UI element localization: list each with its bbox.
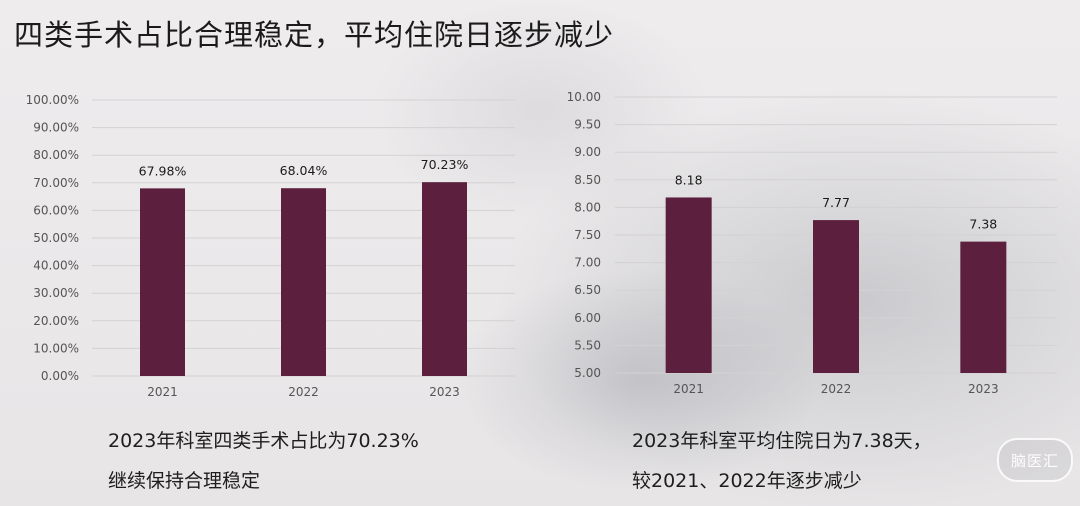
- logo-text: 脑医汇: [1010, 451, 1059, 470]
- y-tick-label: 0.00%: [41, 369, 79, 383]
- y-tick-label: 80.00%: [33, 148, 79, 162]
- x-tick-label: 2021: [673, 382, 704, 396]
- bar-2022: [813, 220, 859, 373]
- x-tick-label: 2023: [968, 382, 999, 396]
- y-tick-label: 8.00: [574, 200, 601, 214]
- bar-2022: [281, 188, 326, 376]
- data-label: 8.18: [675, 172, 703, 187]
- y-tick-label: 6.00: [574, 311, 601, 325]
- data-label: 67.98%: [139, 163, 187, 178]
- page-title: 四类手术占比合理稳定，平均住院日逐步减少: [14, 18, 615, 52]
- y-tick-label: 10.00%: [33, 341, 79, 355]
- y-tick-label: 60.00%: [33, 203, 79, 217]
- bar-2023: [422, 182, 467, 376]
- y-tick-label: 30.00%: [33, 286, 79, 300]
- y-tick-label: 9.00: [574, 145, 601, 159]
- y-tick-label: 100.00%: [26, 93, 79, 107]
- x-tick-label: 2022: [288, 385, 319, 399]
- y-tick-label: 7.50: [574, 228, 601, 242]
- x-tick-label: 2022: [821, 382, 852, 396]
- y-tick-label: 7.00: [574, 256, 601, 270]
- data-label: 68.04%: [280, 163, 328, 178]
- bar-2021: [665, 197, 712, 373]
- y-tick-label: 90.00%: [33, 121, 79, 135]
- y-tick-label: 5.00: [574, 366, 601, 380]
- data-label: 7.77: [822, 195, 850, 210]
- y-tick-label: 10.00: [567, 90, 601, 104]
- y-tick-label: 70.00%: [33, 176, 79, 190]
- x-tick-label: 2023: [429, 385, 460, 399]
- y-tick-label: 9.50: [574, 118, 601, 132]
- hospital-stay-chart: 5.00 5.50 6.00 6.50 7.00 7.50 8.00 8.50 9.00 9.50…: [567, 90, 1057, 396]
- y-tick-label: 8.50: [574, 173, 601, 187]
- left-caption-line1: 2023年科室四类手术占比为70.23%: [108, 430, 419, 452]
- y-tick-label: 5.50: [574, 338, 601, 352]
- y-tick-label: 6.50: [574, 283, 601, 297]
- surgery-ratio-chart: 0.00% 10.00% 20.00% 30.00% 40.00% 50.00% 60.00…: [26, 93, 515, 399]
- right-caption-line1: 2023年科室平均住院日为7.38天，: [632, 430, 932, 452]
- y-tick-label: 40.00%: [33, 259, 79, 273]
- bar-2021: [140, 188, 185, 376]
- y-tick-label: 20.00%: [33, 314, 79, 328]
- bar-2023: [960, 241, 1007, 373]
- data-label: 7.38: [969, 217, 997, 232]
- y-tick-label: 50.00%: [33, 231, 79, 245]
- left-caption-line2: 继续保持合理稳定: [108, 470, 261, 492]
- brand-logo: 脑医汇: [997, 438, 1073, 482]
- x-tick-label: 2021: [147, 385, 178, 399]
- right-caption-line2: 较2021、2022年逐步减少: [632, 470, 862, 492]
- data-label: 70.23%: [421, 157, 469, 172]
